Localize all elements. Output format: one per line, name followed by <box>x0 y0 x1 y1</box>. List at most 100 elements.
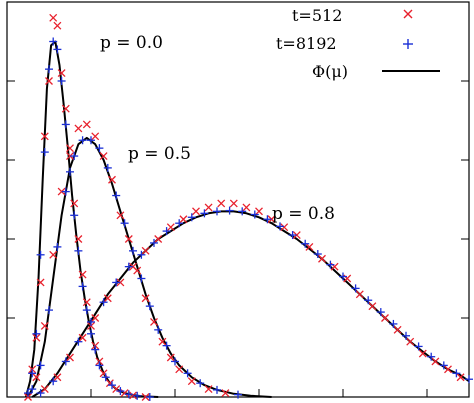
t8192-point <box>99 298 108 307</box>
t8192-point <box>129 246 137 255</box>
t8192-point <box>45 306 53 315</box>
t512-point <box>40 385 49 394</box>
t512-point <box>129 262 137 271</box>
t8192-point <box>452 369 461 378</box>
t8192-point <box>276 222 284 231</box>
t512-point <box>49 13 58 22</box>
t8192-point <box>57 77 66 85</box>
t8192-point <box>95 144 104 153</box>
t512-point <box>456 373 465 382</box>
t8192-point <box>313 250 322 259</box>
t512-point <box>78 270 87 279</box>
t512-point <box>108 175 116 184</box>
t8192-point <box>145 393 154 401</box>
t8192-point <box>66 167 74 176</box>
t8192-point <box>70 211 79 220</box>
t8192-point <box>133 391 142 400</box>
t8192-point <box>145 302 154 311</box>
t512-point <box>166 353 175 362</box>
t512-point <box>204 203 213 212</box>
t512-point <box>381 314 389 322</box>
t8192-point <box>376 308 385 317</box>
t512-point <box>74 235 83 243</box>
t512-point <box>280 223 289 232</box>
t8192-point <box>36 389 45 398</box>
t512-point <box>255 207 263 216</box>
t512-point <box>61 104 70 113</box>
t8192-point <box>196 379 205 388</box>
annotation-p05: p = 0.5 <box>128 144 191 164</box>
t8192-point <box>326 260 335 269</box>
t512-point <box>406 337 415 346</box>
t512-point <box>292 231 301 240</box>
t512-point <box>49 250 58 259</box>
t8192-point <box>101 373 110 382</box>
t8192-point <box>49 377 58 386</box>
phi-curve-series-1 <box>27 136 272 398</box>
t512-point <box>204 385 213 394</box>
t8192-point <box>414 342 423 351</box>
legend-label-phi: Φ(μ) <box>312 62 348 81</box>
t8192-point <box>36 250 45 259</box>
t512-point <box>91 132 100 141</box>
t512-point <box>66 152 74 161</box>
t8192-point <box>87 317 95 326</box>
phi-curve-series-2 <box>31 210 470 398</box>
legend-label-t8192: t=8192 <box>276 34 337 53</box>
t8192-point <box>154 325 163 334</box>
t512-point <box>57 69 66 78</box>
t8192-point <box>112 278 121 287</box>
t8192-point <box>49 37 58 46</box>
t8192-point <box>234 390 242 399</box>
t8192-point <box>53 242 62 251</box>
t512-point <box>70 199 79 208</box>
t8192-point <box>87 329 95 338</box>
t512-point <box>217 199 226 208</box>
t8192-point <box>70 152 79 161</box>
t512-point <box>179 215 188 224</box>
phi-curve-series-0 <box>24 40 159 398</box>
t8192-point <box>40 148 49 157</box>
t512-point <box>368 302 377 311</box>
t8192-point <box>87 136 95 145</box>
t512-point <box>166 223 175 232</box>
t512-point <box>141 294 150 303</box>
legend: t=512 t=8192 Φ(μ) <box>276 6 440 81</box>
t512-point <box>74 124 83 133</box>
t8192-point <box>36 361 45 370</box>
annotation-p00: p = 0.0 <box>100 33 163 53</box>
t512-markers-layer <box>24 13 465 401</box>
t8192-point <box>213 207 221 216</box>
t8192-point <box>74 246 83 255</box>
t512-point <box>40 321 49 330</box>
t512-point <box>53 21 62 30</box>
t8192-point <box>175 219 184 228</box>
t512-point <box>267 215 276 224</box>
t8192-point <box>364 296 373 305</box>
t8192-point <box>213 385 221 394</box>
t512-point <box>99 152 108 161</box>
t8192-point <box>124 262 133 271</box>
t512-point <box>116 278 125 287</box>
t512-point <box>36 278 45 287</box>
annotation-p08: p = 0.8 <box>272 204 335 224</box>
t512-point <box>187 377 196 386</box>
t512-point <box>57 187 66 196</box>
t512-point <box>418 349 427 358</box>
t8192-point <box>61 120 70 129</box>
t8192-point <box>263 215 272 224</box>
t512-point <box>40 132 49 141</box>
t8192-point <box>351 284 360 293</box>
t8192-point <box>120 219 129 228</box>
t8192-point <box>124 390 133 399</box>
t512-point <box>129 391 137 400</box>
t512-point <box>431 357 440 366</box>
t512-point <box>393 325 402 334</box>
t8192-point <box>61 187 70 196</box>
t512-point <box>221 389 230 398</box>
t8192-point <box>238 207 247 216</box>
t8192-point <box>465 375 473 384</box>
t8192-point <box>53 45 62 54</box>
t512-point <box>78 333 87 342</box>
t512-point <box>66 144 74 153</box>
